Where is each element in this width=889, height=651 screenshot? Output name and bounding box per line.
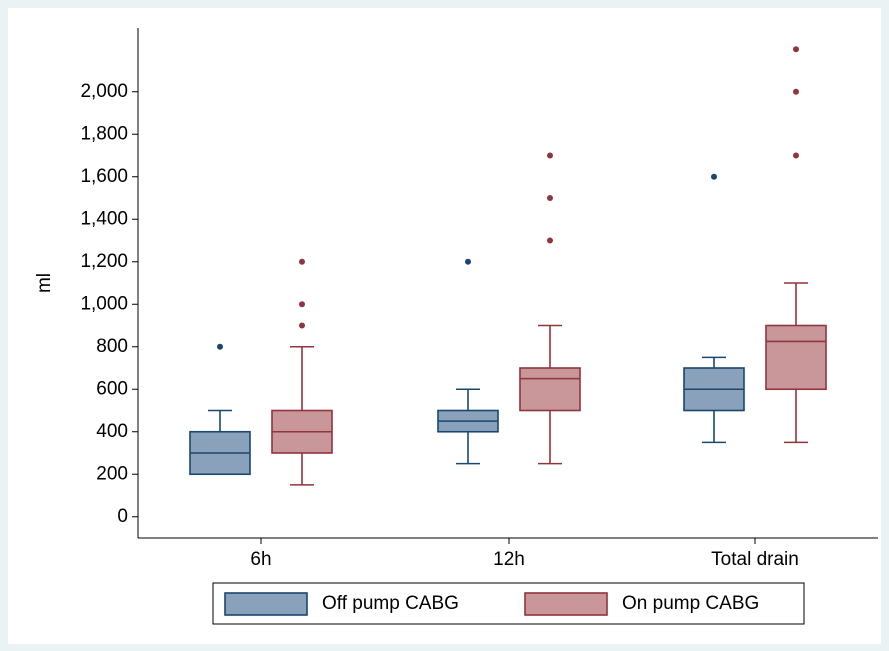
outlier [299, 322, 305, 329]
y-tick-label: 1,200 [80, 251, 128, 272]
box [519, 367, 581, 412]
y-tick-label: 1,600 [80, 166, 128, 187]
legend [212, 582, 805, 625]
outlier [793, 152, 799, 159]
y-tick-label: 1,800 [80, 123, 128, 144]
legend-swatch [524, 592, 608, 616]
legend-label: On pump CABG [622, 593, 759, 614]
legend-label: Off pump CABG [322, 593, 459, 614]
x-tick-label: Total drain [711, 549, 799, 570]
outlier [547, 195, 553, 201]
y-tick-label: 1,400 [80, 208, 128, 229]
outlier [299, 258, 305, 265]
x-tick-label: 6h [250, 549, 271, 570]
outlier [465, 258, 471, 265]
outlier [711, 173, 717, 180]
legend-swatch [224, 592, 308, 616]
outlier [793, 88, 799, 95]
y-tick-label: 2,000 [80, 81, 128, 102]
outlier [299, 301, 305, 308]
y-tick-label: 0 [117, 506, 128, 527]
y-tick-label: 800 [96, 336, 128, 357]
x-tick-label: 12h [493, 549, 525, 570]
outlier [217, 343, 223, 350]
y-tick-label: 400 [96, 421, 128, 442]
y-tick-label: 200 [96, 463, 128, 484]
y-tick-label: 1,000 [80, 293, 128, 314]
y-tick-label: 600 [96, 378, 128, 399]
outlier [793, 46, 799, 53]
box [765, 324, 827, 391]
outlier [547, 152, 553, 159]
outlier [547, 237, 553, 244]
y-axis-label: ml [34, 273, 55, 293]
